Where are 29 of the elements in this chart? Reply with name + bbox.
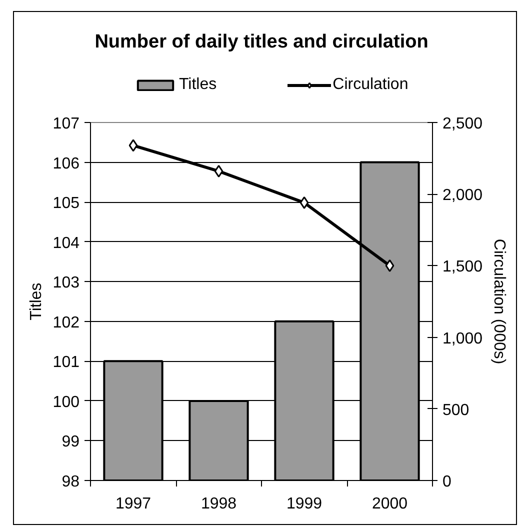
y-tick-label: 104 bbox=[52, 234, 80, 252]
y2-tick-label: 2,500 bbox=[442, 116, 483, 132]
x-tick-label: 1997 bbox=[115, 496, 152, 512]
y-tick-label: 100 bbox=[52, 394, 80, 411]
legend-label: Titles bbox=[179, 76, 217, 94]
point bbox=[300, 196, 309, 209]
point bbox=[214, 164, 224, 178]
y-tick-label: 99 bbox=[62, 434, 80, 451]
y-tick-label: 102 bbox=[52, 314, 80, 332]
y2-tick-label: 1,500 bbox=[442, 258, 483, 276]
y-axis-title: Titles bbox=[28, 282, 45, 320]
legend-label: Circulation bbox=[332, 76, 408, 94]
y-tick-label: 101 bbox=[52, 354, 80, 372]
y2-axis-title: Circulation (000s) bbox=[490, 238, 508, 364]
chart-title: Number of daily titles and circulation bbox=[94, 32, 428, 52]
y2-tick-label: 1,000 bbox=[442, 330, 483, 348]
x-tick-label: 1999 bbox=[286, 496, 322, 512]
y2-tick-label: 500 bbox=[442, 402, 470, 419]
y2-tick-label: 0 bbox=[442, 474, 452, 490]
x-tick-label: 2000 bbox=[372, 496, 408, 512]
y-tick-label: 106 bbox=[52, 155, 80, 172]
y-tick-label: 103 bbox=[52, 274, 80, 292]
point bbox=[128, 139, 138, 152]
y-tick-label: 98 bbox=[62, 474, 80, 490]
y2-tick-label: 2,000 bbox=[442, 187, 483, 204]
y-tick-label: 105 bbox=[52, 195, 80, 212]
point bbox=[385, 259, 394, 272]
x-tick-label: 1998 bbox=[200, 496, 237, 512]
y-tick-label: 107 bbox=[52, 116, 80, 132]
